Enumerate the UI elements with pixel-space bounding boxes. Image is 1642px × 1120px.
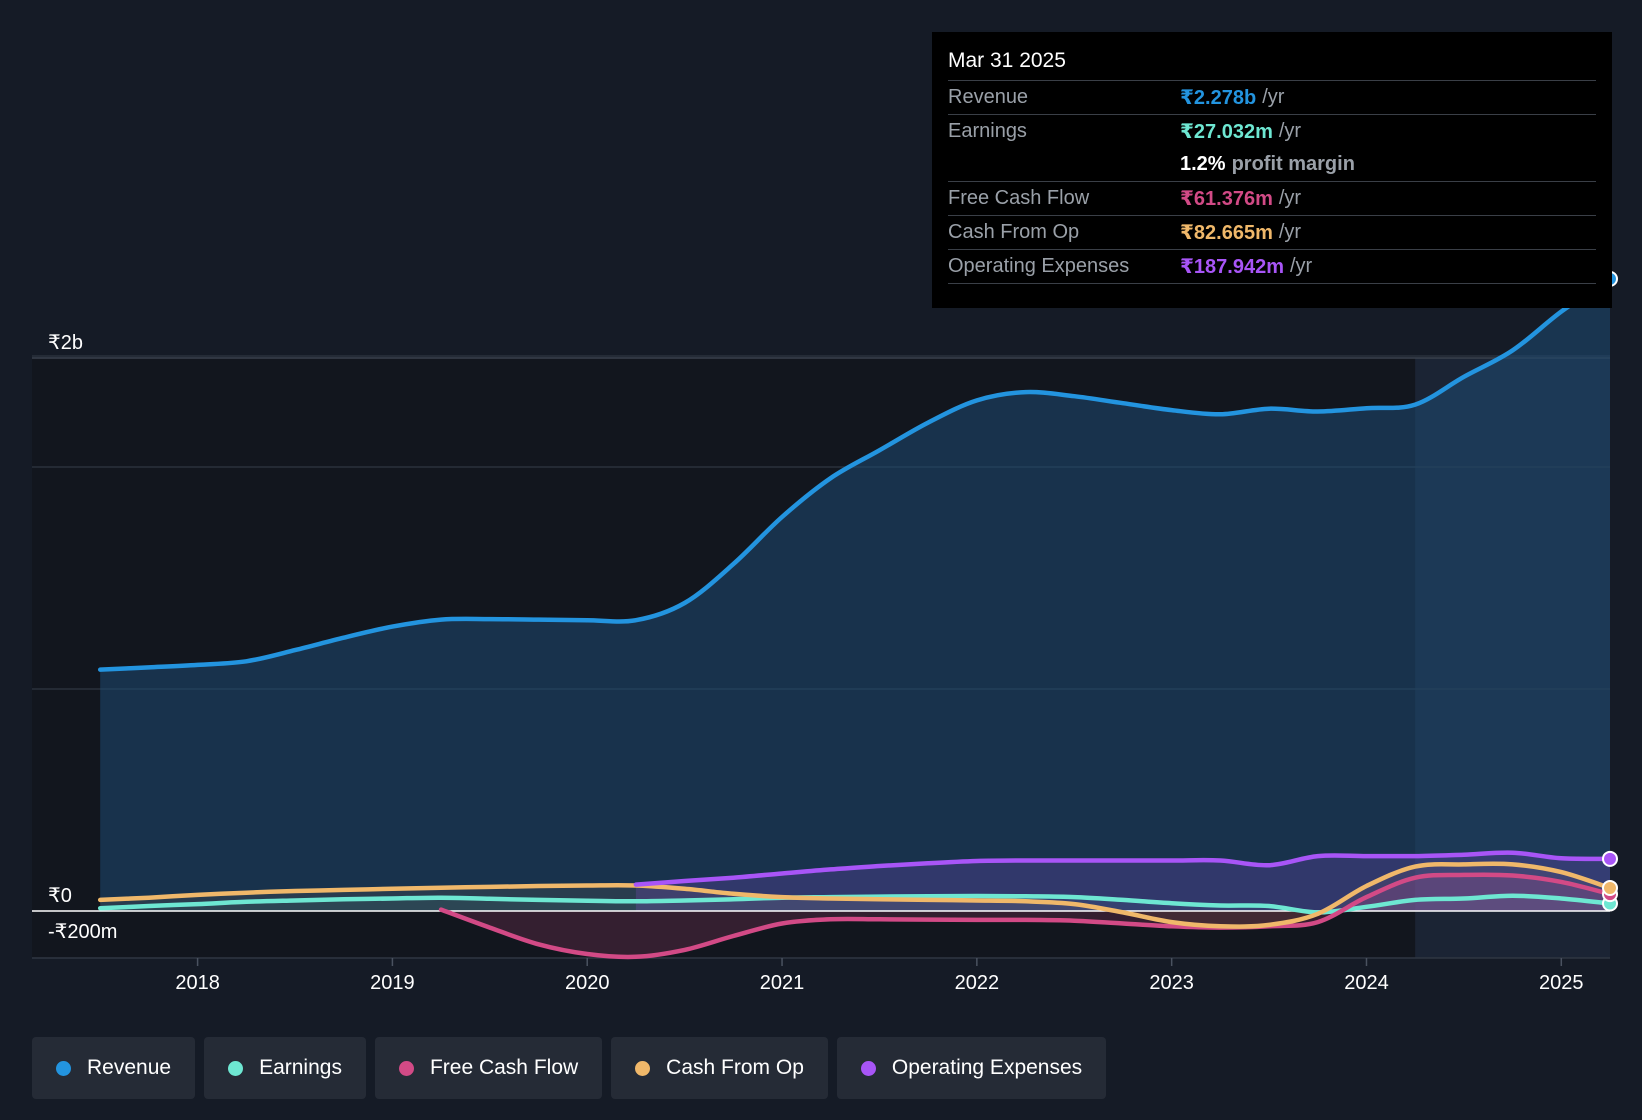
tooltip-row-operating-expenses: Operating Expenses ₹187.942m /yr <box>948 250 1596 284</box>
tooltip-label: Operating Expenses <box>948 255 1130 277</box>
tooltip-value: ₹61.376m <box>1180 188 1273 210</box>
revenue-area <box>100 278 1611 911</box>
tooltip-unit: /yr <box>1262 86 1285 108</box>
x-tick-label: 2019 <box>370 972 415 994</box>
x-tick-label: 2021 <box>760 972 805 994</box>
tooltip-row-revenue: Revenue ₹2.278b /yr <box>948 81 1596 115</box>
x-tick-label: 2020 <box>565 972 610 994</box>
legend-item-earnings[interactable]: Earnings <box>204 1037 366 1099</box>
free-cash-flow-area <box>441 874 1611 957</box>
legend-item-free-cash-flow[interactable]: Free Cash Flow <box>374 1037 603 1099</box>
legend-label: Operating Expenses <box>891 1056 1083 1079</box>
legend-label: Free Cash Flow <box>429 1056 579 1079</box>
tooltip-value: ₹82.665m <box>1180 222 1273 244</box>
y-axis-label: -₹200m <box>48 921 117 943</box>
tooltip-label: Cash From Op <box>948 221 1080 243</box>
operating-expenses-end-marker <box>1602 850 1618 867</box>
legend: Revenue Earnings Free Cash Flow Cash Fro… <box>32 1037 1107 1099</box>
earnings-dot-icon <box>228 1060 244 1076</box>
tooltip-label: Free Cash Flow <box>948 187 1090 209</box>
cash-from-op-end-marker <box>1602 879 1618 896</box>
tooltip-value: ₹187.942m <box>1180 256 1284 278</box>
legend-label: Earnings <box>259 1056 342 1079</box>
tooltip-date: Mar 31 2025 <box>948 46 1596 81</box>
plot-area: ₹2b ₹0 -₹200m 2018 2019 2020 2021 2022 2023 2024 2… <box>32 270 1618 994</box>
operating-expenses-dot-icon <box>860 1060 876 1076</box>
revenue-line <box>97 276 1613 672</box>
tooltip-unit: /yr <box>1278 120 1302 142</box>
legend-item-operating-expenses[interactable]: Operating Expenses <box>836 1037 1107 1099</box>
x-tick-label: 2023 <box>1149 972 1194 994</box>
legend-label: Cash From Op <box>666 1056 804 1079</box>
tooltip-row-cash-from-op: Cash From Op ₹82.665m /yr <box>948 216 1596 250</box>
operating-expenses-line <box>633 850 1613 887</box>
x-tick-label: 2018 <box>175 972 220 994</box>
x-tick-label: 2025 <box>1539 972 1584 994</box>
tooltip-unit: /yr <box>1278 187 1302 209</box>
tooltip-value: ₹27.032m <box>1180 121 1273 143</box>
legend-item-revenue[interactable]: Revenue <box>32 1037 196 1099</box>
chart: ₹2b ₹0 -₹200m 2018 2019 2020 2021 2022 2023 2024 2… <box>32 270 1618 994</box>
tooltip-row-earnings: Earnings ₹27.032m /yr <box>948 115 1596 148</box>
tooltip-unit: /yr <box>1278 221 1302 243</box>
y-axis-label: ₹2b <box>48 332 83 354</box>
tooltip-row-free-cash-flow: Free Cash Flow ₹61.376m /yr <box>948 182 1596 216</box>
tooltip-row-profit-margin: 1.2% profit margin <box>948 148 1596 182</box>
tooltip-panel: Mar 31 2025 Revenue ₹2.278b /yr Earnings… <box>932 32 1612 308</box>
free-cash-flow-dot-icon <box>398 1060 414 1076</box>
revenue-dot-icon <box>56 1060 71 1076</box>
tooltip-label: Revenue <box>948 86 1029 108</box>
x-tick-label: 2024 <box>1344 972 1389 994</box>
legend-item-cash-from-op[interactable]: Cash From Op <box>611 1037 828 1099</box>
y-axis-label: ₹0 <box>48 885 72 907</box>
legend-label: Revenue <box>87 1056 172 1079</box>
profit-margin-label: profit margin <box>1231 153 1355 175</box>
cash-from-op-dot-icon <box>635 1060 651 1076</box>
tooltip-unit: /yr <box>1290 255 1313 277</box>
tooltip-label: Earnings <box>948 120 1027 142</box>
tooltip-value: ₹2.278b <box>1180 87 1257 109</box>
cash-from-op-line <box>97 861 1613 929</box>
x-tick-label: 2022 <box>955 972 1000 994</box>
profit-margin-value: 1.2% <box>1180 153 1226 175</box>
free-cash-flow-line <box>438 872 1613 960</box>
